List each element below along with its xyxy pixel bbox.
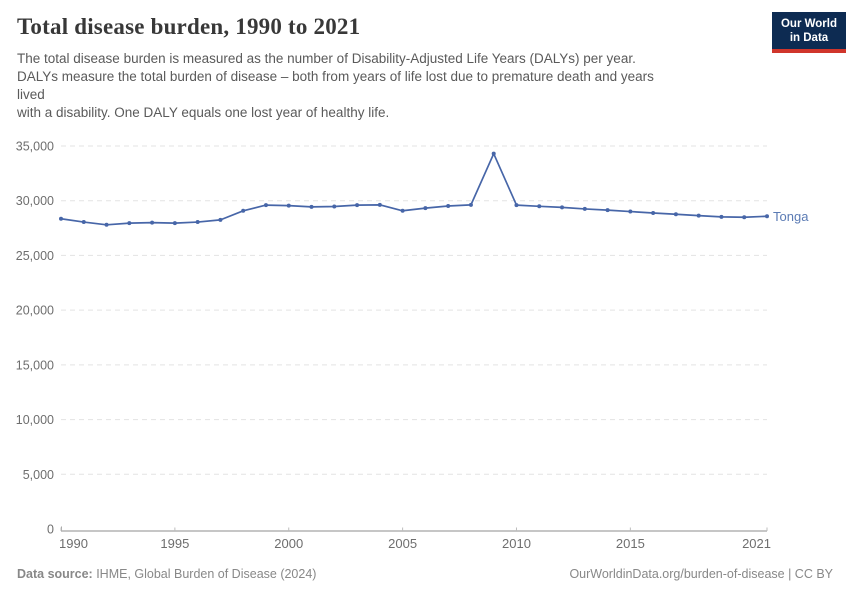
data-point (241, 208, 246, 213)
data-point (605, 208, 610, 213)
x-axis-tick-label: 2021 (742, 536, 771, 551)
x-axis-tick-label: 2005 (388, 536, 417, 551)
data-point (651, 210, 656, 215)
data-point (582, 206, 587, 211)
x-axis-tick-label: 1995 (160, 536, 189, 551)
x-axis-tick-label: 2015 (616, 536, 645, 551)
data-point (104, 222, 109, 227)
y-axis-tick-label: 10,000 (16, 413, 54, 427)
owid-logo-line2: in Data (789, 32, 829, 44)
data-point (468, 202, 473, 207)
owid-logo-line1: Our World (780, 18, 837, 30)
x-axis-tick-label: 2000 (274, 536, 303, 551)
data-point (560, 205, 565, 210)
y-axis-tick-label: 30,000 (16, 194, 54, 208)
data-point (491, 151, 496, 156)
data-point (377, 202, 382, 207)
series-line-tonga (60, 152, 768, 226)
data-point (400, 208, 405, 213)
data-point (59, 216, 63, 221)
chart-subtitle: The total disease burden is measured as … (17, 50, 747, 122)
data-source-text: IHME, Global Burden of Disease (2024) (92, 567, 317, 581)
owid-logo[interactable]: Our World in Data (772, 12, 846, 53)
data-point (263, 203, 268, 208)
chart-header: Total disease burden, 1990 to 2021 Our W… (17, 12, 846, 122)
subtitle-line: The total disease burden is measured as … (17, 51, 636, 66)
attribution-link[interactable]: OurWorldinData.org/burden-of-disease | C… (569, 567, 833, 581)
data-point (719, 214, 724, 219)
subtitle-line: DALYs measure the total burden of diseas… (17, 69, 654, 84)
data-point (127, 221, 132, 226)
data-point (628, 209, 633, 214)
series-label-tonga[interactable]: Tonga (773, 209, 809, 224)
y-axis-tick-label: 35,000 (16, 140, 54, 154)
data-point (742, 215, 747, 220)
data-point (150, 220, 155, 225)
y-axis-tick-label: 0 (47, 523, 54, 537)
data-point (673, 212, 678, 217)
x-axis-tick-label: 1990 (59, 536, 88, 551)
data-point (423, 206, 428, 211)
data-point (309, 204, 314, 209)
data-point (446, 203, 451, 208)
page-title: Total disease burden, 1990 to 2021 (17, 14, 361, 39)
data-source: Data source: IHME, Global Burden of Dise… (17, 567, 316, 581)
data-point (81, 220, 86, 225)
data-point (332, 204, 337, 209)
y-axis-tick-label: 15,000 (16, 358, 54, 372)
y-axis-tick-label: 5,000 (23, 468, 54, 482)
data-point (355, 203, 360, 208)
subtitle-line: with a disability. One DALY equals one l… (17, 105, 390, 120)
data-point (195, 220, 200, 225)
data-point (218, 217, 223, 222)
y-axis-tick-label: 25,000 (16, 249, 54, 263)
data-point (286, 203, 291, 208)
chart-footer: Data source: IHME, Global Burden of Dise… (17, 567, 833, 581)
data-point (172, 221, 177, 226)
data-point (765, 214, 769, 219)
x-axis-tick-label: 2010 (502, 536, 531, 551)
data-source-label: Data source: (17, 567, 93, 581)
y-axis-tick-label: 20,000 (16, 304, 54, 318)
data-point (537, 204, 542, 209)
data-point (696, 213, 701, 218)
subtitle-line: lived (17, 87, 45, 102)
data-point (514, 203, 519, 208)
